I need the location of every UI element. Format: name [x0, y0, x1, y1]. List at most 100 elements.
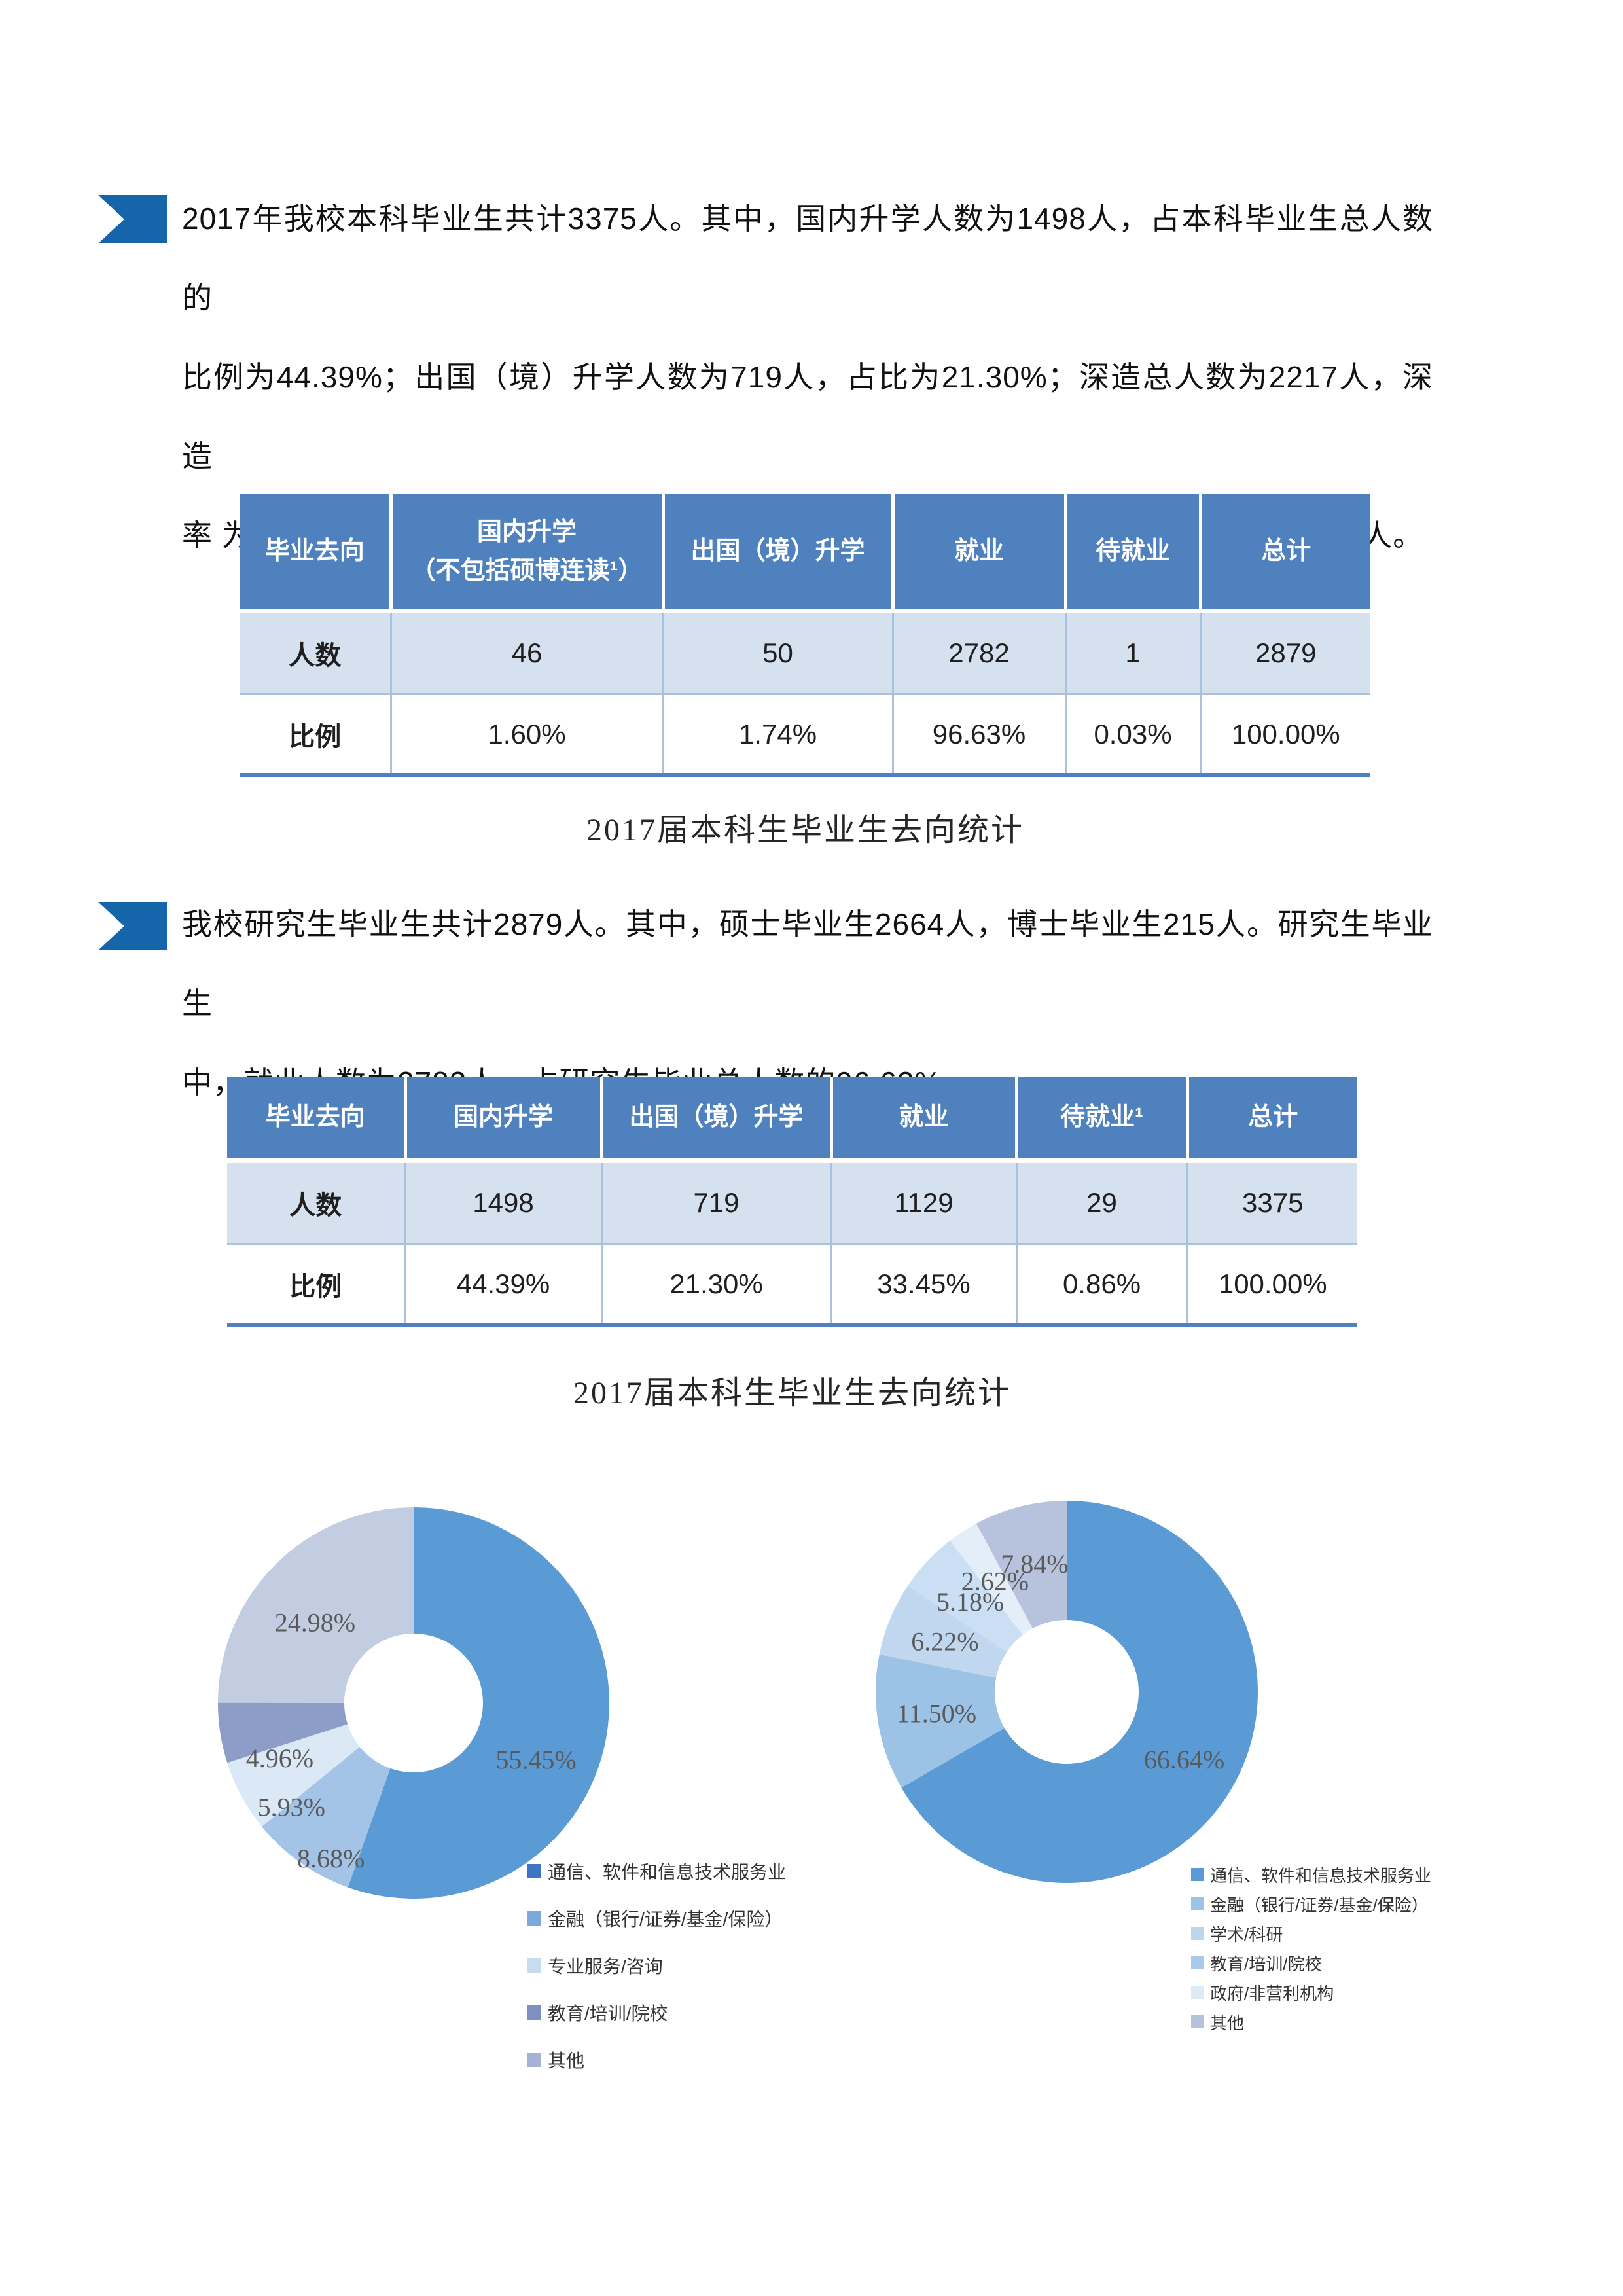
legend-swatch-icon — [527, 2053, 541, 2067]
legend-label: 教育/培训/院校 — [548, 2003, 668, 2024]
table-data-cell: 2782 — [893, 611, 1067, 695]
table-data-cell: 100.00% — [1187, 1244, 1357, 1327]
slice-percent-label: 11.50% — [897, 1698, 976, 1728]
legend-item: 专业服务/咨询 — [527, 1952, 786, 1979]
destination-table-2: 毕业去向 国内升学 出国（境）升学 就业 待就业¹ 总计人数 1498 719 1129 29 33… — [227, 1077, 1357, 1327]
table-data-cell: 1129 — [831, 1160, 1018, 1245]
pie-slice — [262, 1746, 391, 1888]
pie-slice — [218, 1507, 414, 1703]
slice-percent-label: 2.62% — [961, 1566, 1029, 1596]
legend-swatch-icon — [527, 2005, 541, 2020]
pie-slice — [227, 1724, 360, 1827]
table-data-cell: 29 — [1016, 1160, 1188, 1245]
pie-slice — [901, 1501, 1258, 1883]
paragraph-line: 2017年我校本科毕业生共计3375人。其中，国内升学人数为1498人，占本科毕… — [182, 202, 1433, 315]
table-data-cell: 719 — [601, 1160, 832, 1245]
table-header-cell: 待就业¹ — [1016, 1077, 1189, 1163]
legend-label: 金融（银行/证券/基金/保险） — [548, 1909, 783, 1929]
table-row-label: 人数 — [227, 1160, 406, 1245]
table-data-cell: 1.74% — [663, 694, 894, 777]
legend-swatch-icon — [1191, 1927, 1204, 1940]
table-header-cell: 出国（境）升学 — [601, 1077, 833, 1163]
table-1-caption: 2017届本科生毕业生去向统计 — [586, 813, 1024, 848]
blue-pennant-bullet-icon — [98, 195, 167, 243]
legend-label: 通信、软件和信息技术服务业 — [1210, 1865, 1432, 1886]
chart-legend-right: 通信、软件和信息技术服务业 金融（银行/证券/基金/保险） 学术/科研教育/培训/院… — [1191, 1863, 1431, 2040]
pie-slice — [348, 1507, 609, 1899]
legend-label: 专业服务/咨询 — [548, 1956, 663, 1977]
destination-table-1: 毕业去向 国内升学 （不包括硕博连读¹） 出国（境）升学 就业 待就业 总计 人数 46 50 2… — [240, 494, 1370, 777]
table-data-cell: 0.03% — [1065, 694, 1202, 777]
pie-slice — [875, 1654, 1005, 1788]
table-data-cell: 46 — [391, 611, 664, 695]
donut-chart-left-industry: 55.45% 8.68% 5.93% 4.96% 24.98% — [217, 1507, 610, 1899]
legend-label: 通信、软件和信息技术服务业 — [548, 1862, 787, 1882]
slice-percent-label: 4.96% — [246, 1744, 313, 1773]
slice-percent-label: 6.22% — [911, 1626, 978, 1656]
pie-slice — [950, 1523, 1033, 1635]
chart-legend-left: 通信、软件和信息技术服务业 金融（银行/证券/基金/保险） 专业服务/咨询 教育/培训… — [527, 1858, 786, 2094]
paragraph-line: 比例为44.39%；出国（境）升学人数为719人，占比为21.30%；深造总人数… — [182, 360, 1433, 473]
legend-item: 其他 — [1191, 2011, 1431, 2033]
table-data-cell: 0.86% — [1016, 1244, 1188, 1327]
legend-label: 学术/科研 — [1210, 1924, 1283, 1945]
table-data-cell: 96.63% — [893, 694, 1067, 777]
legend-item: 教育/培训/院校 — [1191, 1952, 1431, 1974]
table-header-cell: 总计 — [1200, 494, 1370, 613]
paragraph-line: 我校研究生毕业生共计2879人。其中，硕士毕业生2664人，博士毕业生215人。… — [182, 907, 1433, 1020]
pie-slice — [976, 1501, 1067, 1629]
slice-percent-label: 7.84% — [1001, 1549, 1068, 1579]
legend-swatch-icon — [1191, 1986, 1204, 1999]
slice-percent-label: 24.98% — [275, 1608, 355, 1638]
table-data-cell: 1498 — [405, 1160, 603, 1245]
legend-swatch-icon — [1191, 2015, 1204, 2028]
donut-chart-right-industry: 66.64% 11.50% 6.22% 5.18% 2.62% 7.84% — [875, 1500, 1258, 1884]
table-header-cell: 毕业去向 — [240, 494, 393, 613]
slice-percent-label: 5.93% — [258, 1792, 325, 1821]
table-data-cell: 33.45% — [831, 1244, 1018, 1327]
table-2-caption: 2017届本科生毕业生去向统计 — [573, 1376, 1011, 1410]
legend-label: 其他 — [1210, 2013, 1245, 2033]
legend-label: 金融（银行/证券/基金/保险） — [1210, 1895, 1429, 1915]
table-data-cell: 1.60% — [391, 694, 664, 777]
table-data-cell: 2879 — [1200, 611, 1370, 695]
slice-percent-label: 8.68% — [297, 1844, 365, 1873]
legend-label: 政府/非营利机构 — [1210, 1983, 1334, 2003]
table-row-label: 人数 — [240, 611, 392, 695]
pie-slice — [217, 1702, 348, 1763]
blue-pennant-bullet-icon — [98, 902, 167, 950]
table-header-cell: 就业 — [831, 1077, 1018, 1163]
legend-item: 教育/培训/院校 — [527, 2000, 786, 2026]
legend-item: 通信、软件和信息技术服务业 — [1191, 1863, 1431, 1886]
table-data-cell: 3375 — [1187, 1160, 1357, 1245]
table-data-cell: 1 — [1065, 611, 1202, 695]
legend-item: 金融（银行/证券/基金/保险） — [527, 1905, 786, 1931]
legend-item: 学术/科研 — [1191, 1922, 1431, 1945]
table-header-cell: 毕业去向 — [227, 1077, 407, 1163]
table-header-cell: 就业 — [893, 494, 1067, 613]
table-data-cell: 100.00% — [1200, 694, 1370, 777]
pie-slice — [908, 1540, 1023, 1652]
table-header-cell: 出国（境）升学 — [663, 494, 895, 613]
table-data-cell: 44.39% — [405, 1244, 603, 1327]
table-header-cell: 国内升学 （不包括硕博连读¹） — [391, 494, 665, 613]
table-row-label: 比例 — [240, 694, 392, 777]
legend-swatch-icon — [527, 1958, 541, 1973]
legend-swatch-icon — [527, 1864, 541, 1878]
legend-swatch-icon — [1191, 1897, 1204, 1910]
legend-item: 其他 — [527, 2047, 786, 2073]
legend-swatch-icon — [1191, 1956, 1204, 1969]
legend-swatch-icon — [527, 1911, 541, 1926]
legend-label: 教育/培训/院校 — [1210, 1954, 1322, 1974]
table-header-cell: 国内升学 — [405, 1077, 603, 1163]
legend-item: 金融（银行/证券/基金/保险） — [1191, 1893, 1431, 1915]
legend-item: 通信、软件和信息技术服务业 — [527, 1858, 786, 1884]
table-data-cell: 50 — [663, 611, 894, 695]
slice-percent-label: 55.45% — [495, 1746, 576, 1775]
slice-percent-label: 66.64% — [1144, 1745, 1224, 1774]
pie-slice — [879, 1586, 1007, 1678]
table-header-cell: 总计 — [1187, 1077, 1357, 1163]
legend-item: 政府/非营利机构 — [1191, 1981, 1431, 2003]
table-header-cell: 待就业 — [1065, 494, 1202, 613]
